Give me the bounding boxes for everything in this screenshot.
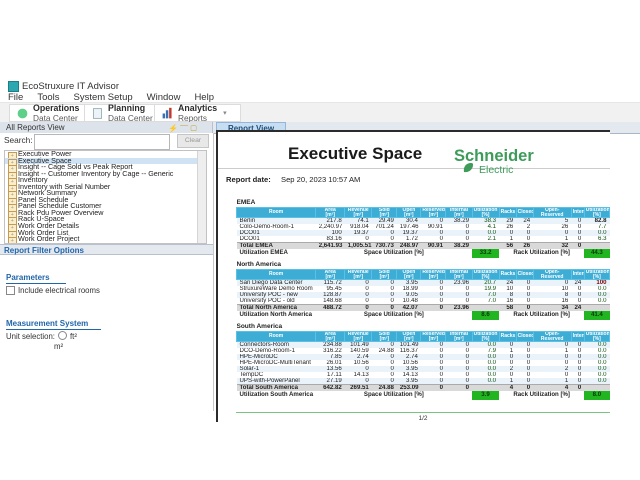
svg-text:Electric: Electric (479, 164, 513, 176)
svg-text:Schneider: Schneider (454, 147, 534, 165)
